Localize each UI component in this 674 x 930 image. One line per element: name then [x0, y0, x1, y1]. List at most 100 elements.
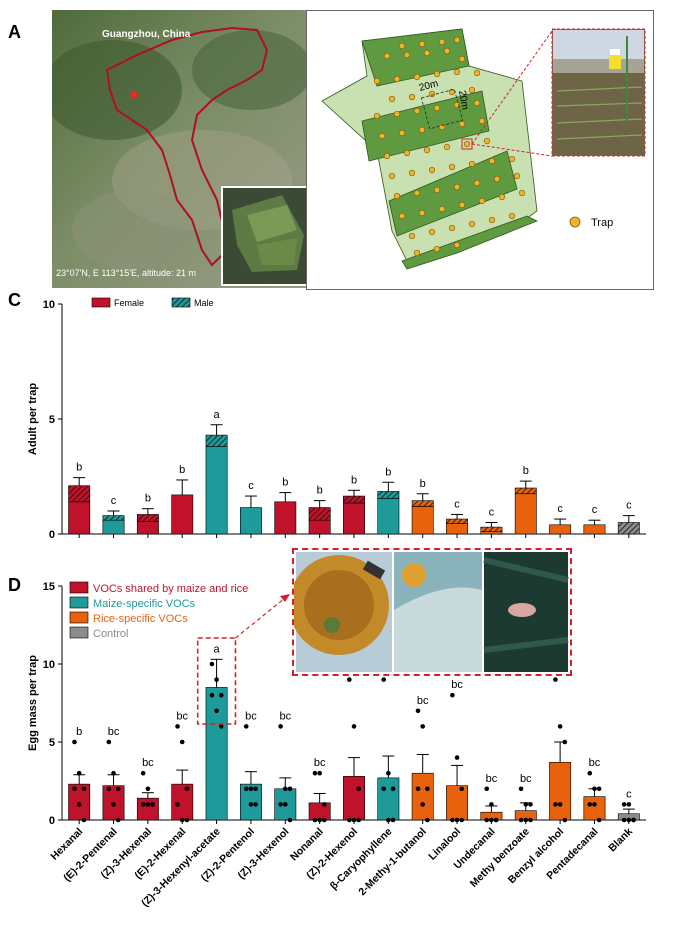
bar-female [514, 493, 537, 535]
map-coords-label: 23°07'N, E 113°15'E, altitude: 21 m [56, 268, 196, 278]
significance-letter: bc [142, 757, 154, 769]
trap-legend-marker [569, 216, 581, 228]
data-point [322, 802, 327, 807]
bar [205, 687, 228, 821]
data-point [631, 817, 636, 823]
data-point [553, 802, 558, 807]
significance-letter: a [214, 409, 221, 421]
trap-dot [498, 193, 506, 201]
data-point [351, 724, 357, 729]
bar [549, 761, 572, 821]
significance-letter: c [626, 788, 632, 800]
legend-label: Maize-specific VOCs [93, 598, 196, 610]
trap-dot [458, 120, 466, 128]
data-point [218, 692, 224, 698]
trap-dot [408, 169, 416, 177]
trap-dot [413, 189, 421, 197]
data-point [390, 817, 396, 823]
trap-legend-label: Trap [591, 217, 613, 229]
significance-letter: c [454, 498, 460, 510]
trap-dot [438, 38, 446, 46]
data-point [356, 786, 361, 792]
x-tick-label: Methy benzoate [468, 826, 532, 890]
data-point [420, 724, 426, 729]
y-tick-label: 5 [49, 414, 55, 426]
dimension-box [420, 88, 464, 130]
legend-label: Male [194, 298, 214, 308]
arrow-head [280, 594, 290, 602]
data-point [218, 724, 224, 729]
data-point [248, 786, 254, 792]
y-tick-label: 15 [43, 581, 55, 593]
significance-letter: b [76, 462, 82, 474]
data-point [587, 770, 593, 776]
trap-dot [393, 75, 401, 83]
trap-dot [408, 93, 416, 101]
y-tick-label: 0 [49, 815, 55, 827]
data-point [420, 802, 426, 807]
significance-letter: b [523, 465, 529, 477]
data-point [214, 708, 219, 714]
egg-photo-panel [289, 548, 572, 676]
data-point [596, 817, 602, 823]
significance-letter: b [145, 493, 151, 505]
trap-dot [418, 126, 426, 134]
trap-dot [473, 69, 481, 77]
trap-dot [488, 216, 496, 224]
bar-female [480, 531, 503, 535]
data-point [493, 817, 499, 823]
trap-dot [398, 212, 406, 220]
data-point [528, 817, 533, 823]
trap-dot [508, 212, 516, 220]
significance-letter: b [420, 478, 426, 490]
trap-dot [398, 129, 406, 137]
trap-dot [483, 137, 491, 145]
bar [308, 802, 331, 821]
bar-female [171, 494, 194, 535]
significance-letter: bc [486, 773, 498, 785]
trap-dot [473, 99, 481, 107]
data-point [243, 786, 249, 792]
bar-female [446, 523, 469, 535]
bar-female [411, 506, 434, 535]
trap-dot [453, 101, 461, 109]
photo-trap-bottom [289, 552, 392, 672]
trap-dot [478, 117, 486, 125]
significance-letter: bc [108, 726, 120, 738]
significance-letter: c [248, 480, 254, 492]
bar-male [68, 485, 91, 503]
data-point [459, 786, 465, 792]
data-point [317, 770, 322, 776]
trap-dot [443, 143, 451, 151]
y-tick-label: 5 [49, 737, 55, 749]
data-point [209, 661, 215, 667]
trap-dot [373, 77, 381, 85]
significance-letter: c [111, 495, 117, 507]
bar-male [102, 515, 125, 521]
trap-dot [393, 110, 401, 118]
significance-letter: b [351, 474, 357, 486]
data-point [76, 802, 82, 807]
trap-dot [488, 157, 496, 165]
photo-trap-side [394, 552, 482, 672]
trap-dot [448, 224, 456, 232]
trap-dot [413, 73, 421, 81]
data-point [145, 786, 151, 792]
legend-label: Rice-specific VOCs [93, 613, 188, 625]
data-point [278, 724, 283, 729]
bar-male [411, 500, 434, 507]
significance-letter: bc [417, 695, 429, 707]
trap-dot [428, 166, 436, 174]
bar-male [205, 434, 228, 447]
data-point [381, 677, 386, 682]
bar-female [68, 501, 91, 535]
data-point [425, 786, 430, 792]
data-point [150, 802, 155, 807]
data-point [312, 817, 318, 823]
highlight-arrow [235, 593, 291, 639]
x-tick-label: 2-Methy-1-butanol [356, 826, 428, 898]
trap-dot [418, 40, 426, 48]
photo-egg-mass [483, 552, 569, 672]
data-point [209, 692, 215, 698]
y-tick-label: 0 [49, 529, 55, 541]
